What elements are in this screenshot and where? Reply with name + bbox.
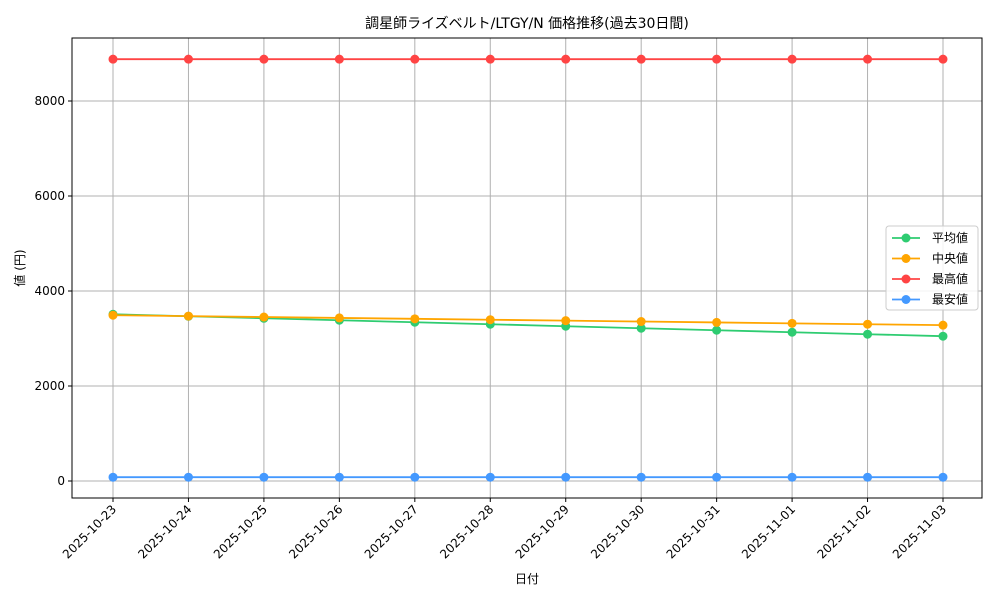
series-2	[108, 54, 948, 64]
data-point	[636, 323, 646, 333]
data-point	[485, 472, 495, 482]
y-tick-label: 8000	[34, 94, 65, 108]
x-tick-label: 2025-11-01	[739, 502, 798, 561]
data-point	[938, 331, 948, 341]
data-point	[485, 315, 495, 325]
data-point	[561, 316, 571, 326]
x-tick-label: 2025-10-29	[513, 502, 572, 561]
data-point	[712, 317, 722, 327]
data-point	[787, 472, 797, 482]
data-point	[787, 54, 797, 64]
data-point	[561, 472, 571, 482]
data-point	[712, 325, 722, 335]
x-tick-label: 2025-10-26	[286, 502, 345, 561]
data-point	[938, 54, 948, 64]
data-point	[334, 54, 344, 64]
data-point	[259, 472, 269, 482]
series-0	[108, 309, 948, 341]
data-point	[334, 313, 344, 323]
x-tick-label: 2025-10-30	[588, 502, 647, 561]
data-point	[108, 472, 118, 482]
y-tick-label: 0	[57, 474, 65, 488]
data-point	[636, 317, 646, 327]
legend-label: 中央値	[932, 251, 968, 266]
x-axis: 2025-10-23 2025-10-24 2025-10-25 2025-10-26…	[60, 498, 949, 561]
data-point	[410, 54, 420, 64]
data-point	[561, 54, 571, 64]
data-point	[108, 54, 118, 64]
data-point	[108, 310, 118, 320]
y-axis: 0 2000 4000 6000 8000	[34, 94, 72, 488]
data-point	[183, 472, 193, 482]
x-tick-label: 2025-11-03	[890, 502, 949, 561]
series-line	[112, 313, 944, 338]
data-point	[183, 54, 193, 64]
series-layer	[108, 54, 948, 482]
data-point	[636, 54, 646, 64]
legend-box	[885, 225, 979, 311]
x-tick-label: 2025-10-24	[135, 502, 194, 561]
data-point	[863, 54, 873, 64]
y-tick-label: 2000	[34, 379, 65, 393]
data-point	[787, 327, 797, 337]
legend-label: 平均値	[932, 230, 968, 245]
series-3	[108, 472, 948, 482]
plot-frame	[71, 37, 983, 499]
legend-label: 最安値	[932, 292, 968, 307]
data-point	[938, 320, 948, 330]
x-tick-label: 2025-11-02	[814, 502, 873, 561]
data-point	[410, 472, 420, 482]
data-point	[334, 472, 344, 482]
x-tick-label: 2025-10-31	[664, 502, 723, 561]
legend-marker	[901, 254, 911, 263]
series-line	[112, 314, 944, 327]
y-tick-label: 4000	[34, 284, 65, 298]
data-point	[787, 318, 797, 328]
legend-marker	[901, 295, 911, 304]
data-point	[410, 314, 420, 324]
data-point	[863, 472, 873, 482]
y-axis-label: 値 (円)	[12, 249, 27, 286]
series-1	[108, 310, 948, 330]
legend-label: 最高値	[932, 271, 968, 286]
data-point	[863, 319, 873, 329]
legend-marker	[901, 233, 911, 243]
x-tick-label: 2025-10-23	[60, 502, 119, 561]
x-tick-label: 2025-10-27	[362, 502, 421, 561]
x-tick-label: 2025-10-25	[211, 502, 270, 561]
y-tick-label: 6000	[34, 189, 65, 203]
data-point	[863, 329, 873, 339]
chart-title: 調星師ライズベルト/LTGY/N 価格推移(過去30日間)	[365, 16, 689, 32]
data-point	[712, 472, 722, 482]
data-point	[938, 472, 948, 482]
data-point	[183, 311, 193, 321]
data-point	[259, 312, 269, 322]
data-point	[636, 472, 646, 482]
x-tick-label: 2025-10-28	[437, 502, 496, 561]
x-axis-label: 日付	[515, 572, 539, 586]
data-point	[712, 54, 722, 64]
data-point	[259, 54, 269, 64]
legend-marker	[901, 274, 911, 284]
data-point	[485, 54, 495, 64]
grid	[72, 38, 982, 498]
